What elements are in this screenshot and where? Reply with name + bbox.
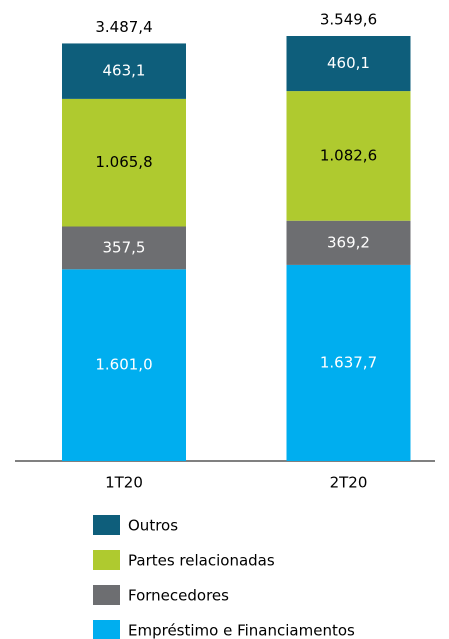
bar-segment (286, 91, 411, 221)
legend-label: Outros (128, 517, 178, 535)
x-tick-label: 2T20 (330, 474, 368, 492)
legend-swatch (93, 585, 120, 605)
bar-segment (286, 220, 411, 265)
value-label: 1.637,7 (320, 353, 377, 371)
legend-label: Empréstimo e Financiamentos (128, 622, 355, 639)
legend-swatch (93, 515, 120, 535)
bar-segment (286, 36, 411, 92)
bar-segment (286, 264, 411, 461)
bar-segment (62, 269, 186, 461)
value-label: 1.601,0 (95, 356, 152, 374)
value-label: 1.065,8 (95, 153, 152, 171)
bar-segment (62, 226, 186, 270)
legend-swatch (93, 550, 120, 570)
value-label: 369,2 (327, 233, 370, 251)
legend-label: Partes relacionadas (128, 552, 275, 570)
total-label: 3.487,4 (95, 18, 152, 36)
x-tick-label: 1T20 (105, 474, 143, 492)
value-label: 1.082,6 (320, 146, 377, 164)
bar-segment (62, 43, 186, 99)
legend-swatch (93, 620, 120, 639)
value-label: 357,5 (103, 238, 146, 256)
legend-label: Fornecedores (128, 587, 229, 605)
total-label: 3.549,6 (320, 11, 377, 29)
bar-segment (62, 98, 186, 227)
value-label: 460,1 (327, 54, 370, 72)
value-label: 463,1 (103, 62, 146, 80)
